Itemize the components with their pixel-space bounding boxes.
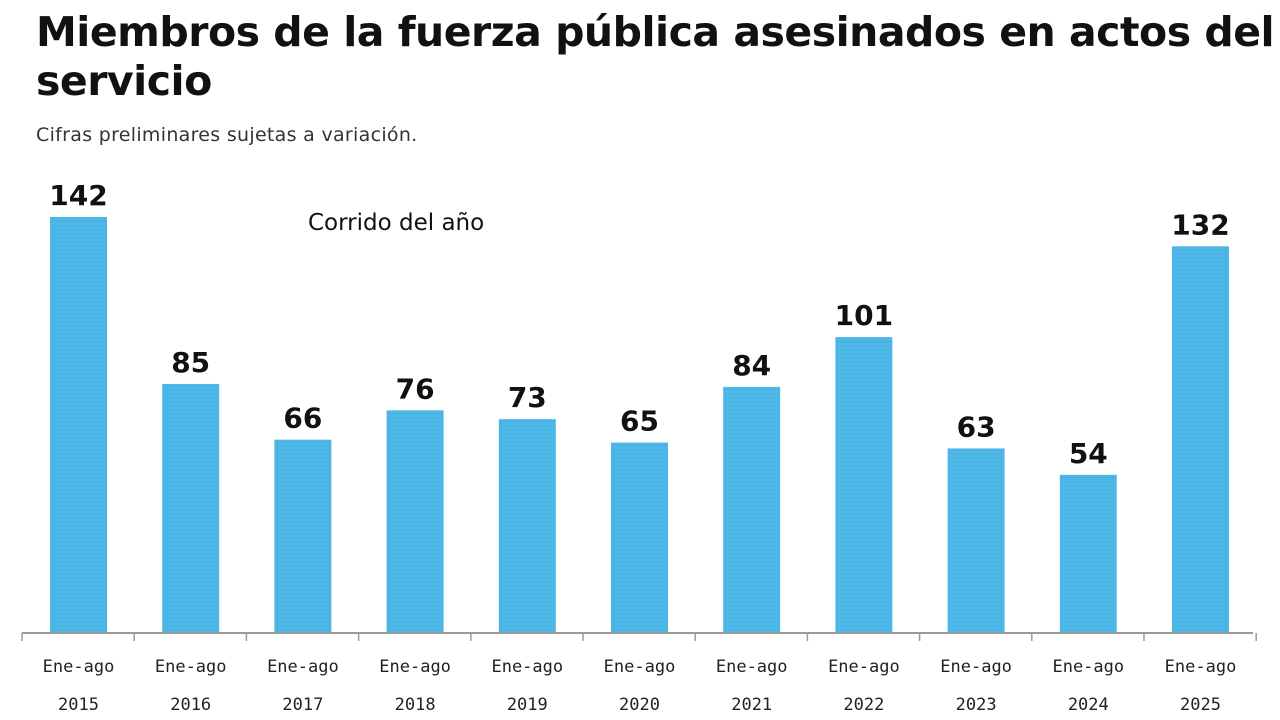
x-tick-label-year: 2022 <box>843 695 884 715</box>
chart-subtitle: Cifras preliminares sujetas a variación. <box>36 124 418 146</box>
bar-2020 <box>611 442 668 633</box>
x-tick-label-period: Ene-ago <box>716 657 788 677</box>
value-label-2017: 66 <box>283 402 322 435</box>
bar-2018 <box>386 410 444 633</box>
bar-2023 <box>947 448 1005 633</box>
x-tick-label-period: Ene-ago <box>940 657 1012 677</box>
x-tick-label-period: Ene-ago <box>828 657 900 677</box>
bar-2017 <box>274 439 332 633</box>
bar-2016 <box>162 383 220 633</box>
bar-2019 <box>498 419 556 633</box>
bar-2022 <box>835 337 893 633</box>
bar-2025 <box>1172 246 1229 633</box>
x-tick-label-period: Ene-ago <box>379 657 451 677</box>
x-tick-label-period: Ene-ago <box>491 657 563 677</box>
x-tick-label-year: 2016 <box>170 695 211 715</box>
value-label-2025: 132 <box>1171 208 1229 241</box>
x-tick-label-period: Ene-ago <box>267 657 339 677</box>
x-tick-label-year: 2017 <box>282 695 323 715</box>
value-label-2023: 63 <box>957 410 996 443</box>
value-label-2020: 65 <box>620 405 659 438</box>
bar-2024 <box>1059 474 1117 633</box>
value-label-2016: 85 <box>171 346 210 379</box>
x-tick-label-year: 2018 <box>395 695 436 715</box>
x-tick-label-year: 2019 <box>507 695 548 715</box>
value-label-2024: 54 <box>1069 437 1108 470</box>
value-label-2021: 84 <box>732 349 771 382</box>
chart-annotation: Corrido del año <box>308 210 485 236</box>
value-label-2019: 73 <box>508 381 547 414</box>
value-labels: 142 85 66 76 73 65 84 101 63 54 132 <box>49 179 1229 470</box>
value-label-2018: 76 <box>396 372 435 405</box>
chart-title: Miembros de la fuerza pública asesinados… <box>36 8 1275 105</box>
x-tick-label-year: 2024 <box>1068 695 1109 715</box>
x-axis <box>21 632 1257 641</box>
bar-2021 <box>723 386 781 633</box>
value-label-2022: 101 <box>835 299 893 332</box>
x-tick-label-period: Ene-ago <box>604 657 676 677</box>
x-tick-label-year: 2020 <box>619 695 660 715</box>
x-tick-label-period: Ene-ago <box>43 657 115 677</box>
value-label-2015: 142 <box>49 179 107 212</box>
x-tick-label-period: Ene-ago <box>1052 657 1124 677</box>
bar-2015 <box>50 217 107 633</box>
x-tick-label-period: Ene-ago <box>155 657 227 677</box>
x-tick-labels: Ene-ago 2015 Ene-ago 2016 Ene-ago 2017 Ene-ago… <box>43 657 1237 715</box>
x-tick-label-year: 2021 <box>731 695 772 715</box>
bars-group <box>50 217 1229 633</box>
x-tick-label-year: 2023 <box>956 695 997 715</box>
x-tick-label-period: Ene-ago <box>1165 657 1237 677</box>
x-tick-label-year: 2025 <box>1180 695 1221 715</box>
x-tick-label-year: 2015 <box>58 695 99 715</box>
